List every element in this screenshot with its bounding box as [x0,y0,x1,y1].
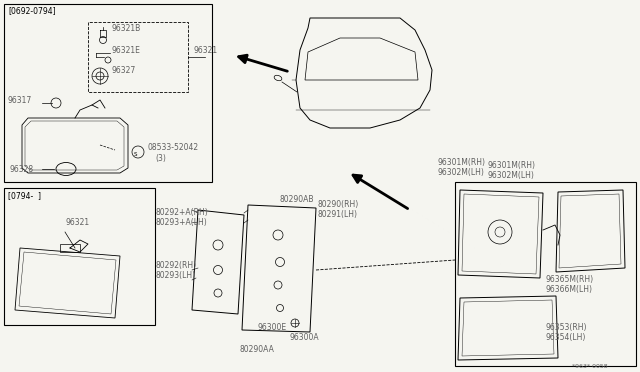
Text: 96327: 96327 [112,66,136,75]
Text: 80292(RH): 80292(RH) [155,261,196,270]
Text: 80290(RH): 80290(RH) [318,200,359,209]
Text: S: S [133,153,137,157]
Text: 96300A: 96300A [290,333,319,342]
Text: 96353(RH): 96353(RH) [545,323,586,332]
Text: (3): (3) [155,154,166,163]
Text: [0692-0794]: [0692-0794] [8,6,56,15]
Text: 96301M(RH): 96301M(RH) [488,161,536,170]
Text: 96302M(LH): 96302M(LH) [437,168,484,177]
Text: 96328: 96328 [10,165,34,174]
Text: 80293+A(LH): 80293+A(LH) [155,218,207,227]
Text: 96321B: 96321B [112,24,141,33]
Text: 80290AB: 80290AB [280,195,314,204]
Text: 96321: 96321 [193,46,217,55]
Bar [60,244,80,252]
Text: 96302M(LH): 96302M(LH) [488,171,535,180]
Text: [0794-  ]: [0794- ] [8,191,41,200]
Text: 80290AA: 80290AA [240,345,275,354]
Text: 80292+A(RH): 80292+A(RH) [155,208,208,217]
Text: 96366M(LH): 96366M(LH) [545,285,592,294]
Text: 80293(LH): 80293(LH) [155,271,195,280]
Text: 96300E: 96300E [258,323,287,332]
Text: 96321: 96321 [65,218,89,227]
Text: 96354(LH): 96354(LH) [545,333,586,342]
Text: 96321E: 96321E [112,46,141,55]
Text: *963* 0058: *963* 0058 [572,364,607,369]
Text: 96301M(RH): 96301M(RH) [437,158,485,167]
Text: 96317: 96317 [8,96,32,105]
Text: 08533-52042: 08533-52042 [148,143,199,152]
Text: 96365M(RH): 96365M(RH) [545,275,593,284]
Text: 80291(LH): 80291(LH) [318,210,358,219]
